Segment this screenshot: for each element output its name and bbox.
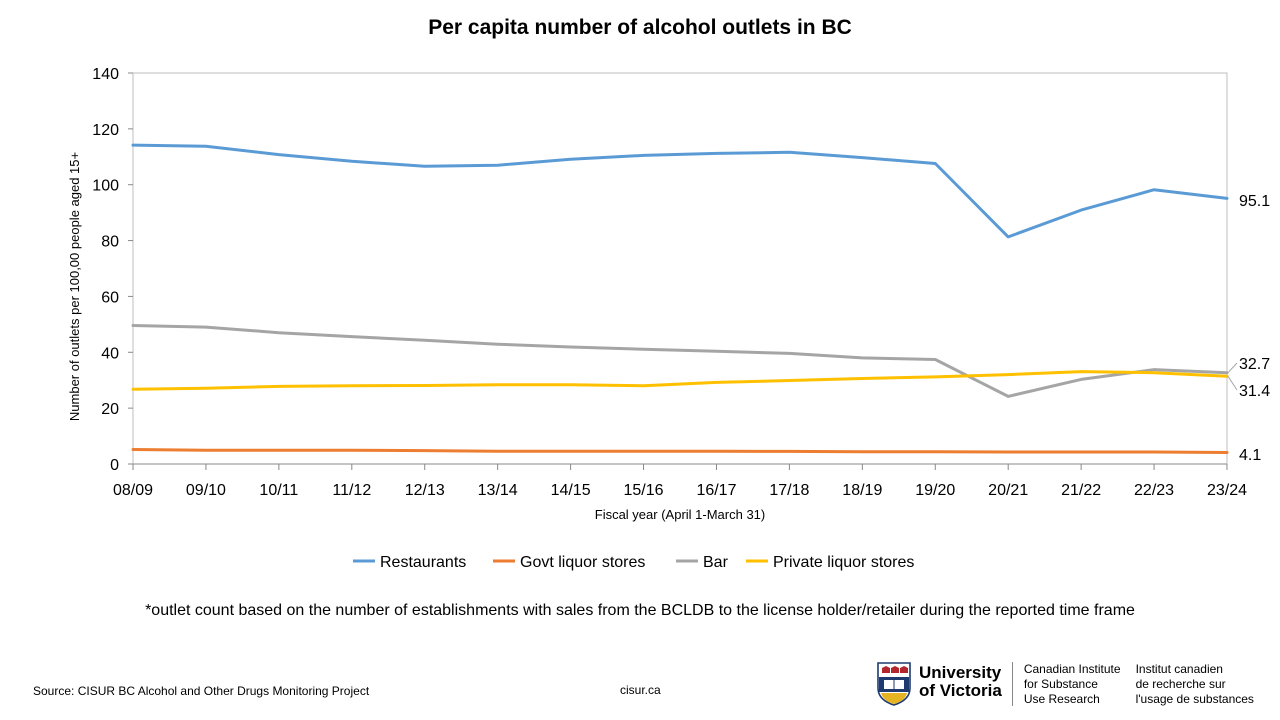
series-line-restaurants (131, 143, 1229, 239)
y-tick-label: 20 (101, 401, 119, 418)
x-tick-label: 09/10 (186, 482, 226, 499)
legend-label: Restaurants (380, 554, 466, 571)
y-tick-label: 140 (92, 66, 119, 83)
x-axis-title: Fiscal year (April 1-March 31) (595, 507, 766, 522)
website-link[interactable]: cisur.ca (620, 683, 661, 697)
university-name: University of Victoria (919, 663, 1002, 700)
x-tick-label: 18/19 (842, 482, 882, 499)
y-tick-label: 40 (101, 345, 119, 362)
end-data-label: 95.1 (1239, 193, 1270, 210)
x-tick-label: 10/11 (259, 482, 298, 499)
x-tick-label: 19/20 (915, 482, 955, 499)
x-tick-label: 16/17 (696, 482, 736, 499)
y-tick-label: 60 (101, 289, 119, 306)
x-tick-label: 21/22 (1061, 482, 1101, 499)
y-tick-label: 80 (101, 234, 119, 251)
series-line-govt-liquor-stores (131, 448, 1229, 454)
org-name-english: Canadian Institute for Substance Use Res… (1023, 662, 1121, 706)
source-note: Source: CISUR BC Alcohol and Other Drugs… (33, 684, 370, 698)
plot-area-border (132, 72, 1228, 465)
university-crest-icon (877, 662, 911, 706)
org-name-french: Institut canadien de recherche sur l'usa… (1135, 662, 1254, 706)
x-tick-label: 22/23 (1134, 482, 1174, 499)
series-line-bar (131, 324, 1229, 398)
y-tick-label: 0 (110, 457, 119, 474)
logo-divider (1011, 662, 1013, 706)
x-tick-label: 12/13 (405, 482, 445, 499)
x-tick-label: 17/18 (769, 482, 809, 499)
x-tick-label: 20/21 (988, 482, 1028, 499)
y-axis-title: Number of outlets per 100,00 people aged… (67, 152, 82, 421)
x-tick-label: 11/12 (332, 482, 371, 499)
end-data-label: 31.4 (1239, 383, 1270, 400)
y-tick-label: 100 (92, 178, 119, 195)
chart-title: Per capita number of alcohol outlets in … (428, 16, 852, 39)
logo-block: University of Victoria Canadian Institut… (877, 662, 1254, 708)
legend-label: Private liquor stores (773, 554, 914, 571)
x-tick-label: 08/09 (113, 482, 153, 499)
x-tick-label: 23/24 (1207, 482, 1247, 499)
series-line-private-liquor-stores (131, 370, 1229, 391)
x-tick-label: 13/14 (478, 482, 518, 499)
x-tick-label: 14/15 (551, 482, 591, 499)
end-data-label: 32.7 (1239, 356, 1270, 373)
legend-label: Bar (703, 554, 729, 571)
leader-line (1227, 376, 1238, 391)
end-data-label: 4.1 (1239, 447, 1261, 464)
y-tick-label: 120 (92, 122, 119, 139)
legend-label: Govt liquor stores (520, 554, 645, 571)
x-tick-label: 15/16 (624, 482, 664, 499)
leader-line (1227, 362, 1238, 374)
footnote: *outlet count based on the number of est… (145, 602, 1135, 619)
line-chart: Per capita number of alcohol outlets in … (67, 16, 1270, 571)
